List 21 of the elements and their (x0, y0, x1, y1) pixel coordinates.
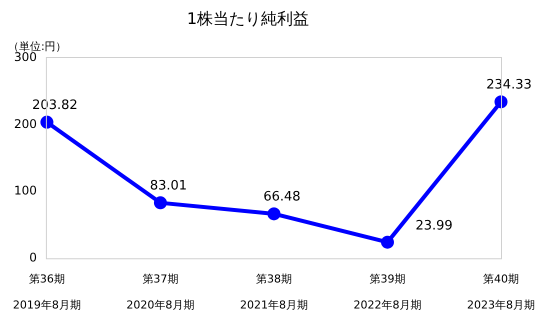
category-label: 第37期 2020年8月期 (126, 272, 194, 312)
y-axis-title: （単位:円） (8, 40, 67, 53)
chart-title: 1株当たり純利益 (186, 9, 310, 28)
y-tick-label: 0 (29, 250, 37, 264)
y-tick-label: 200 (14, 116, 37, 131)
category-label: 第40期 2023年8月期 (467, 272, 536, 312)
point (267, 207, 280, 220)
data-label: 66.48 (263, 190, 301, 205)
point (40, 116, 54, 129)
category-label: 第39期 2022年8月期 (353, 272, 422, 312)
point (154, 196, 167, 210)
category-label: 第38期 2021年8月期 (240, 272, 308, 312)
category-label: 第36期 2019年8月期 (12, 272, 81, 312)
data-label: 234.33 (486, 78, 532, 93)
point (380, 236, 394, 249)
data-label: 23.99 (415, 218, 453, 234)
data-label: 203.82 (32, 98, 78, 114)
point (494, 95, 508, 108)
y-tick-label: 100 (14, 184, 37, 198)
data-label: 83.01 (150, 178, 188, 194)
y-tick-label: 300 (14, 50, 37, 64)
